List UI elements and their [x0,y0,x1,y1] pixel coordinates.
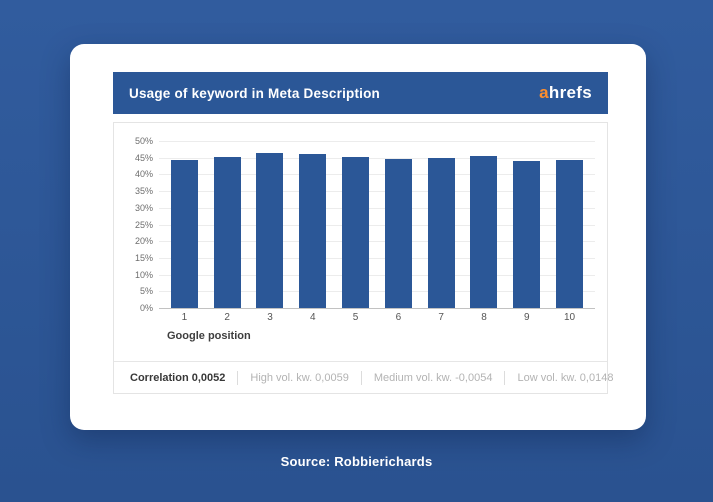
bar-cell [163,141,206,308]
correlation-medium-volume: Medium vol. kw. -0,0054 [373,371,493,384]
bar-cell [463,141,506,308]
y-axis: 0% 5% 10% 15% 20% 25% 30% 35% 40% 45% 50% [114,136,159,313]
x-axis-title: Google position [167,330,251,342]
bar-position-8 [470,156,498,308]
y-tick-label: 40% [134,169,153,180]
y-tick-label: 0% [139,303,153,313]
bar-series [159,141,595,308]
stat-separator [360,370,362,385]
y-tick-label: 15% [134,252,153,263]
gridline [159,274,595,276]
stat-separator [237,370,239,385]
bar-position-2 [213,157,241,308]
y-tick-label: 50% [134,136,153,146]
x-tick-label: 9 [523,312,530,323]
x-tick-label: 3 [267,312,273,323]
x-axis-spacer [114,312,159,323]
correlation-overall: Correlation 0,0052 [130,371,226,384]
bar-cell [291,141,334,308]
y-tick-label: 45% [134,152,153,163]
plot-wrap: 0% 5% 10% 15% 20% 25% 30% 35% 40% 45% 50% [114,136,607,313]
x-axis-labels: 1 2 3 4 5 6 7 8 9 10 [159,312,595,323]
gridline [159,191,595,193]
chart-panel: 0% 5% 10% 15% 20% 25% 30% 35% 40% 45% 50% 1 2 3 4 5 6 7 8… [113,122,613,394]
ahrefs-logo: ahrefs [539,83,592,103]
y-tick-label: 10% [134,269,153,280]
bar-cell [420,141,463,308]
x-tick-label: 5 [352,312,359,323]
gridline [159,141,595,142]
x-tick-label: 2 [224,312,230,323]
correlation-row: Correlation 0,0052 High vol. kw. 0,0059 … [114,362,613,393]
bar-position-7 [427,158,455,308]
gridline [159,257,595,259]
y-tick-label: 20% [134,236,153,247]
correlation-high-volume: High vol. kw. 0,0059 [250,371,349,384]
gridline [159,241,595,243]
y-tick-label: 35% [134,186,153,197]
ahrefs-logo-accent: a [539,83,549,102]
ahrefs-logo-text: hrefs [548,83,592,102]
bar-position-1 [170,160,198,308]
bar-cell [249,141,292,308]
x-tick-label: 1 [181,312,188,323]
x-tick-label: 6 [395,312,402,323]
x-tick-label: 7 [438,312,444,323]
bar-position-3 [256,153,284,308]
chart-header: Usage of keyword in Meta Description ahr… [113,72,608,114]
bar-cell [505,141,548,308]
x-tick-label: 4 [310,312,316,323]
bar-position-10 [556,159,584,308]
chart-card: Usage of keyword in Meta Description ahr… [70,44,646,430]
chart-title: Usage of keyword in Meta Description [129,85,381,101]
bar-cell [548,141,591,308]
source-caption: Source: Robbierichards [280,454,433,469]
gridline [159,224,595,226]
gridline [159,291,595,293]
bar-position-4 [299,154,327,308]
x-tick-label: 10 [564,312,576,323]
stats-divider [114,361,607,362]
bar-cell [334,141,377,308]
y-tick-label: 25% [134,219,153,230]
stat-separator [504,370,506,385]
y-tick-label: 5% [139,286,153,297]
bar-position-9 [513,160,541,308]
gridline [159,157,595,159]
gridline [159,174,595,176]
bar-cell [377,141,420,308]
gridline [159,308,595,309]
gridline [159,207,595,209]
correlation-low-volume: Low vol. kw. 0,0148 [517,371,614,384]
bar-position-5 [342,156,370,308]
x-axis: 1 2 3 4 5 6 7 8 9 10 [114,312,607,323]
bar-cell [206,141,249,308]
plot-area [159,141,595,309]
x-tick-label: 8 [481,312,487,323]
bar-position-6 [384,159,412,308]
y-tick-label: 30% [134,202,153,213]
